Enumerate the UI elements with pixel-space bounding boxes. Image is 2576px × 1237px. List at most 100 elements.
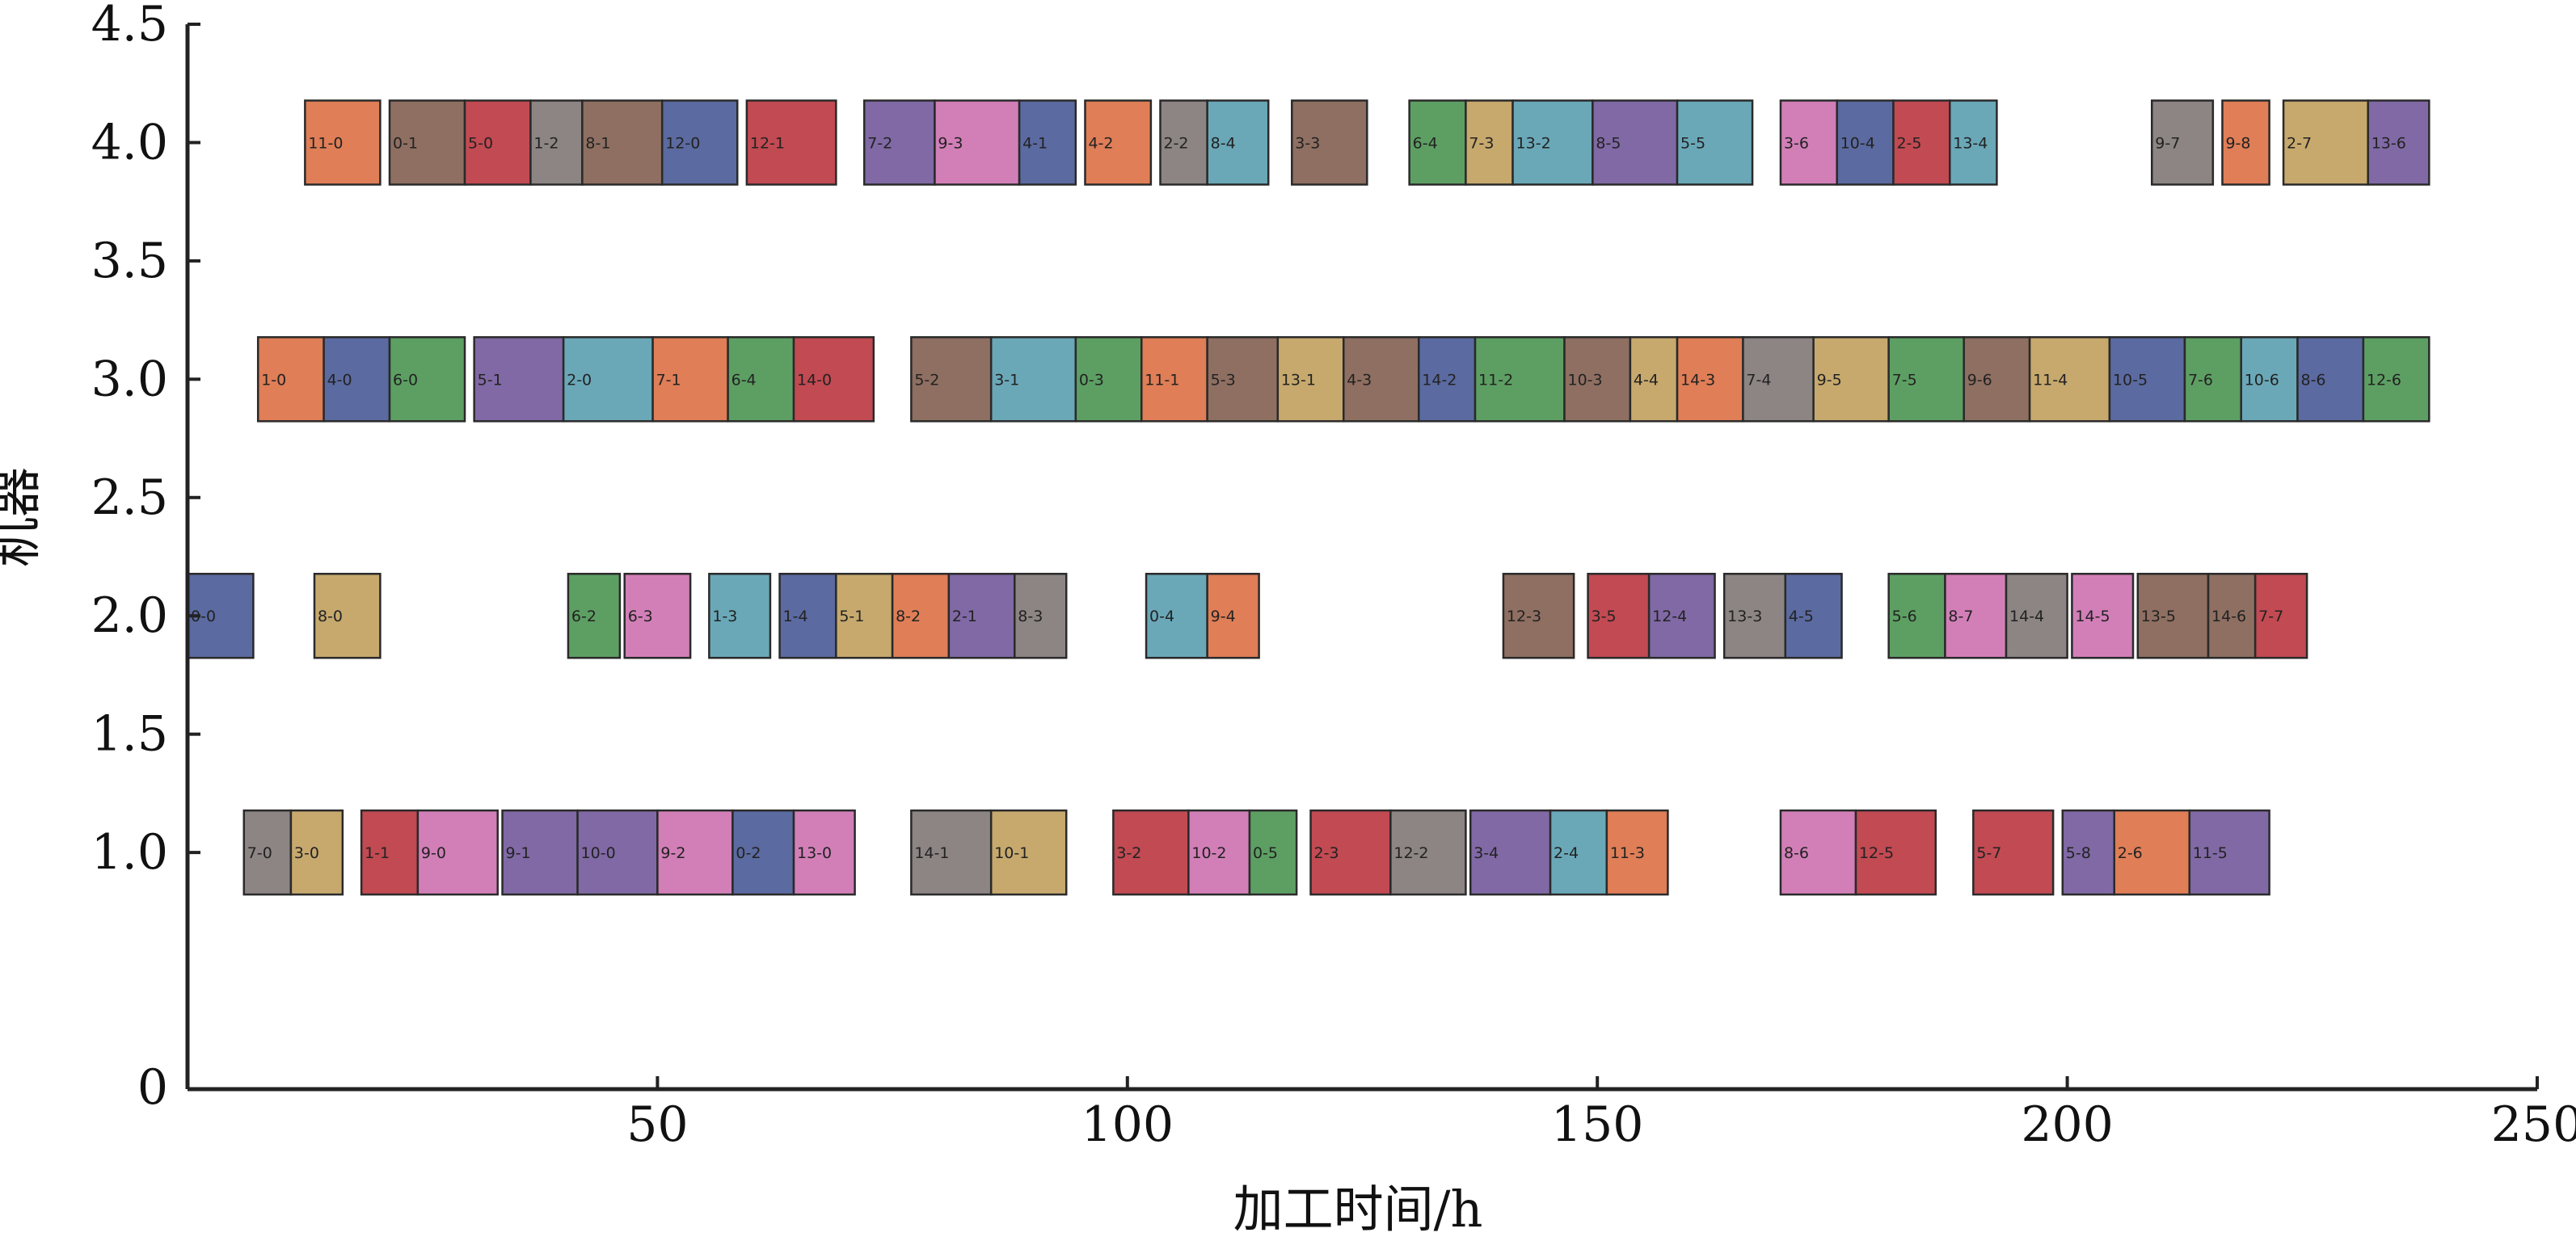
- task-bar-label: 3-1: [994, 371, 1019, 389]
- task-bar-rect: [463, 99, 532, 186]
- task-bar-rect: [2367, 99, 2431, 186]
- task-bar-rect: [1511, 99, 1594, 186]
- task-bar-label: 4-2: [1088, 134, 1113, 152]
- task-bar-label: 13-4: [1953, 134, 1988, 152]
- task-bar: 11-2: [1474, 336, 1566, 423]
- task-bar-label: 12-0: [665, 134, 700, 152]
- task-bar-label: 8-0: [318, 608, 343, 625]
- task-bar-rect: [1014, 572, 1068, 659]
- task-bar-rect: [1784, 572, 1843, 659]
- task-bar-rect: [2221, 99, 2270, 186]
- task-bar-label: 4-5: [1789, 608, 1814, 625]
- task-bar: 11-4: [2028, 336, 2111, 423]
- task-bar-rect: [1812, 336, 1890, 423]
- task-bar-label: 4-1: [1022, 134, 1048, 152]
- task-bar-label: 14-1: [914, 844, 949, 862]
- task-bar: 2-1: [947, 572, 1016, 659]
- task-bar: 7-5: [1887, 336, 1965, 423]
- task-bar: 2-2: [1159, 99, 1208, 186]
- task-bar: 2-4: [1549, 809, 1608, 896]
- task-bar-label: 9-5: [1817, 371, 1842, 389]
- task-bar: 12-0: [660, 99, 739, 186]
- task-bar: 5-8: [2061, 809, 2115, 896]
- task-bar-label: 12-4: [1652, 608, 1687, 625]
- y-tick-label: 3.0: [91, 351, 168, 407]
- task-bar: 8-5: [1592, 99, 1679, 186]
- task-bar: 8-4: [1206, 99, 1270, 186]
- task-bar: 9-6: [1963, 336, 2031, 423]
- task-bar: 9-7: [2151, 99, 2215, 186]
- task-bar-rect: [1563, 336, 1632, 423]
- y-axis-title: 机器: [0, 467, 46, 567]
- task-bar-label: 1-2: [533, 134, 559, 152]
- y-tick-label: 2.5: [91, 469, 168, 526]
- task-bar: 13-0: [792, 809, 856, 896]
- task-bar: 1-1: [360, 809, 419, 896]
- task-bar: 6-4: [727, 336, 795, 423]
- task-bar-rect: [778, 572, 837, 659]
- y-tick-label: 2.0: [91, 587, 168, 644]
- task-bar-label: 7-2: [867, 134, 892, 152]
- task-bar-label: 2-5: [1896, 134, 1921, 152]
- task-bar: 3-5: [1587, 572, 1651, 659]
- task-bar: 9-2: [656, 809, 734, 896]
- task-bar-rect: [708, 572, 772, 659]
- task-bar-rect: [2183, 336, 2242, 423]
- task-bar: 5-5: [1676, 99, 1754, 186]
- task-bar-rect: [1084, 99, 1153, 186]
- task-bar-rect: [1647, 572, 1716, 659]
- task-bar-label: 12-5: [1859, 844, 1894, 862]
- task-bar: 2-5: [1892, 99, 1951, 186]
- x-tick-label: 100: [1081, 1096, 1174, 1153]
- task-bar-rect: [1629, 336, 1679, 423]
- task-bar: 13-4: [1949, 99, 1998, 186]
- task-bar: 3-0: [289, 809, 344, 896]
- task-bar: 8-0: [313, 572, 382, 659]
- task-bar-rect: [1972, 809, 2055, 896]
- task-bar: 4-2: [1084, 99, 1153, 186]
- task-bar-label: 12-1: [750, 134, 785, 152]
- task-bar-rect: [934, 99, 1021, 186]
- task-bar-label: 4-3: [1347, 371, 1372, 389]
- task-bar-rect: [1018, 99, 1077, 186]
- task-bar-label: 8-4: [1211, 134, 1236, 152]
- task-bar-rect: [1389, 809, 1467, 896]
- task-bar: 4-5: [1784, 572, 1843, 659]
- task-bar-label: 9-6: [1967, 371, 1992, 389]
- task-bar-label: 0-3: [1079, 371, 1104, 389]
- task-bar: 10-0: [576, 809, 659, 896]
- y-tick-label: 4.0: [91, 114, 168, 170]
- task-bar-label: 7-1: [656, 371, 681, 389]
- task-bar-label: 13-0: [797, 844, 832, 862]
- task-bar-rect: [1465, 99, 1514, 186]
- task-bar: 6-2: [567, 572, 622, 659]
- task-bar: 7-0: [242, 809, 293, 896]
- task-bar-label: 11-4: [2033, 371, 2068, 389]
- task-bar-rect: [1963, 336, 2031, 423]
- task-bar-label: 2-2: [1163, 134, 1188, 152]
- task-bar-rect: [2296, 336, 2365, 423]
- task-bar: 7-6: [2183, 336, 2242, 423]
- task-bar: 5-6: [1887, 572, 1946, 659]
- task-bar-rect: [1887, 336, 1965, 423]
- task-bar-label: 3-2: [1116, 844, 1141, 862]
- task-bar: 7-3: [1465, 99, 1514, 186]
- task-bar-label: 2-6: [2118, 844, 2143, 862]
- task-bar-label: 9-1: [506, 844, 531, 862]
- task-bar: 6-0: [388, 336, 466, 423]
- task-bar: 12-4: [1647, 572, 1716, 659]
- task-bar-rect: [1206, 572, 1260, 659]
- task-bar-label: 14-4: [2009, 608, 2044, 625]
- task-bar-rect: [989, 336, 1077, 423]
- task-bar: 8-2: [891, 572, 951, 659]
- task-bar-label: 9-4: [1211, 608, 1236, 625]
- task-bar-label: 11-0: [308, 134, 343, 152]
- task-bar-label: 10-4: [1840, 134, 1875, 152]
- x-axis-title: 加工时间/h: [1233, 1180, 1483, 1237]
- task-bar-rect: [567, 572, 622, 659]
- task-bar-label: 13-5: [2141, 608, 2176, 625]
- task-bar-label: 12-6: [2367, 371, 2401, 389]
- task-bar-label: 2-7: [2287, 134, 2312, 152]
- task-bar: 1-4: [778, 572, 837, 659]
- task-bar-label: 1-3: [712, 608, 737, 625]
